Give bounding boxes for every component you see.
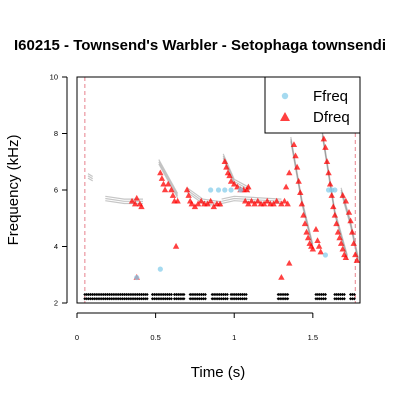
legend-dfreq-label: Dfreq (313, 109, 350, 126)
baseline-marker (182, 297, 185, 300)
dfreq-point (283, 184, 289, 190)
ffreq-point (228, 187, 233, 192)
dfreq-point (327, 181, 333, 187)
x-axis: 0 0.5 1 1.5 (75, 313, 318, 342)
baseline-marker (146, 293, 149, 296)
x-tick-label: 0 (75, 333, 79, 342)
spectrogram-traces (88, 131, 358, 262)
ffreq-point (158, 267, 163, 272)
ffreq-point (216, 187, 221, 192)
ffreq-point (222, 187, 227, 192)
baseline-markers (83, 293, 356, 300)
chart-title: I60215 - Townsend's Warbler - Setophaga … (14, 37, 386, 54)
dfreq-point (324, 158, 330, 164)
ffreq-point (134, 275, 139, 280)
dfreq-point (351, 240, 357, 246)
dfreq-point (313, 226, 319, 232)
y-tick-label: 2 (54, 299, 58, 308)
ffreq-point (238, 187, 243, 192)
dfreq-point (297, 189, 303, 195)
baseline-marker (343, 293, 346, 296)
y-tick-label: 6 (54, 186, 58, 195)
baseline-marker (286, 293, 289, 296)
ffreq-point (323, 252, 328, 257)
dfreq-point (278, 274, 284, 280)
dfreq-point (316, 243, 322, 249)
dfreq-point (340, 192, 346, 198)
y-tick-label: 4 (54, 242, 58, 251)
dfreq-point (354, 257, 360, 263)
legend: Ffreq Dfreq (265, 77, 360, 133)
legend-ffreq-marker (282, 93, 288, 99)
baseline-marker (170, 297, 173, 300)
ffreq-point (208, 187, 213, 192)
dfreq-point (173, 243, 179, 249)
x-tick-label: 1 (232, 333, 236, 342)
baseline-marker (226, 297, 229, 300)
baseline-marker (146, 297, 149, 300)
ffreq-point (332, 187, 337, 192)
baseline-marker (170, 293, 173, 296)
dfreq-point (317, 249, 323, 255)
baseline-marker (286, 297, 289, 300)
baseline-marker (204, 293, 207, 296)
y-axis-label: Frequency (kHz) (5, 135, 22, 246)
dfreq-point (286, 260, 292, 266)
spectrogram-trace (291, 137, 313, 244)
x-tick-label: 0.5 (150, 333, 160, 342)
dfreq-point (134, 195, 140, 201)
dfreq-point (295, 178, 301, 184)
dfreq-point (314, 237, 320, 243)
baseline-marker (324, 293, 327, 296)
dfreq-point (245, 184, 251, 190)
dfreq-point (325, 169, 331, 175)
dfreq-point (222, 158, 228, 164)
dfreq-point (332, 212, 338, 218)
dfreq-point (330, 203, 336, 209)
legend-ffreq-label: Ffreq (313, 88, 348, 105)
dfreq-point (349, 229, 355, 235)
x-axis-label: Time (s) (191, 364, 245, 381)
baseline-marker (324, 297, 327, 300)
dfreq-point (321, 136, 327, 142)
dfreq-point (299, 201, 305, 207)
y-axis: 2 4 6 8 10 (50, 73, 67, 308)
baseline-marker (226, 293, 229, 296)
y-tick-label: 8 (54, 129, 58, 138)
dfreq-point (286, 169, 292, 175)
baseline-marker (204, 297, 207, 300)
y-tick-label: 10 (50, 73, 58, 82)
baseline-marker (182, 293, 185, 296)
dfreq-point (329, 192, 335, 198)
baseline-marker (245, 297, 248, 300)
dfreq-point (162, 186, 168, 192)
dfreq-point (159, 175, 165, 181)
x-tick-label: 1.5 (308, 333, 318, 342)
baseline-marker (343, 297, 346, 300)
spectrogram-trace (322, 131, 347, 255)
baseline-marker (245, 293, 248, 296)
